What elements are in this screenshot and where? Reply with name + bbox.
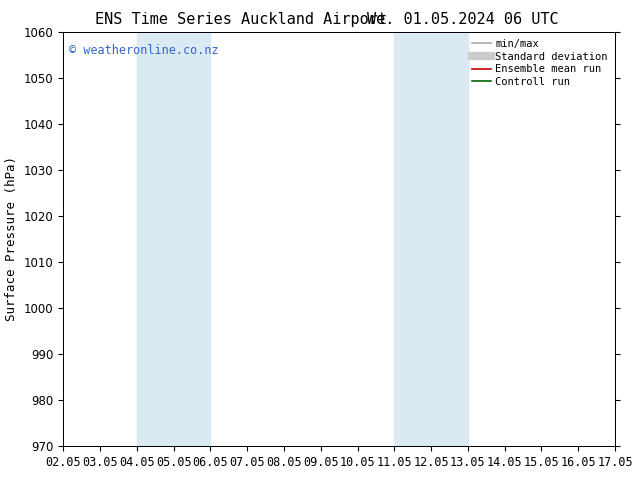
Y-axis label: Surface Pressure (hPa): Surface Pressure (hPa) — [5, 156, 18, 321]
Bar — [394, 32, 468, 446]
Text: We. 01.05.2024 06 UTC: We. 01.05.2024 06 UTC — [367, 12, 559, 27]
Bar — [137, 32, 210, 446]
Legend: min/max, Standard deviation, Ensemble mean run, Controll run: min/max, Standard deviation, Ensemble me… — [470, 37, 610, 89]
Text: ENS Time Series Auckland Airport: ENS Time Series Auckland Airport — [95, 12, 387, 27]
Text: © weatheronline.co.nz: © weatheronline.co.nz — [69, 44, 219, 57]
